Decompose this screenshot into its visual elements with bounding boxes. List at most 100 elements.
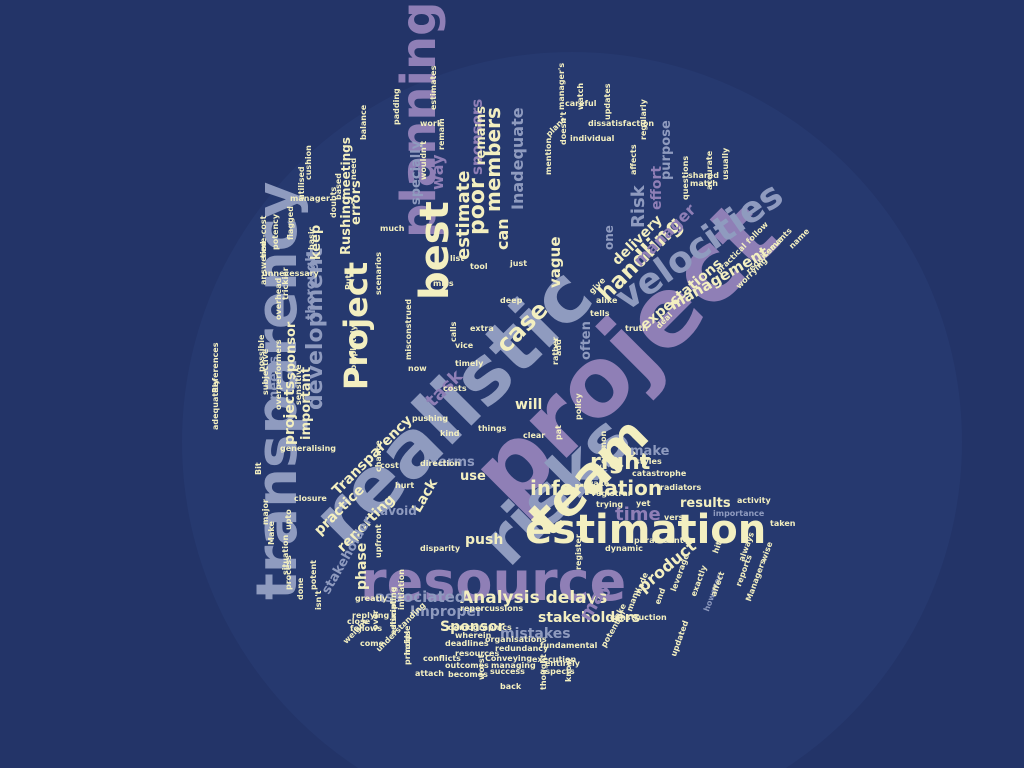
cloud-word: can	[493, 218, 512, 250]
cloud-word: usually	[721, 147, 730, 180]
cloud-word: mention	[544, 137, 553, 175]
cloud-word: end	[653, 586, 668, 606]
cloud-word: misconstrued	[404, 298, 413, 360]
cloud-word: way	[428, 154, 447, 190]
cloud-word: follows	[350, 624, 383, 633]
cloud-word: kind	[440, 429, 460, 438]
cloud-word: subjective	[261, 348, 270, 395]
cloud-word: pushing	[412, 414, 449, 423]
cloud-word: Improper	[410, 604, 483, 620]
cloud-word: registrar	[592, 489, 632, 498]
cloud-word: generalising	[280, 444, 337, 453]
cloud-word: calls	[449, 321, 458, 342]
cloud-word: tells	[590, 309, 610, 318]
cloud-word: attach	[415, 669, 444, 678]
cloud-word: basic	[307, 226, 316, 250]
cloud-word: information	[530, 476, 663, 500]
cloud-word: becomes	[448, 670, 488, 679]
cloud-word: flagged	[286, 206, 295, 240]
cloud-word: timely	[455, 359, 484, 368]
cloud-word: Puts	[344, 269, 353, 290]
cloud-word: deep	[500, 296, 523, 305]
cloud-word: list	[450, 254, 465, 263]
cloud-word: results	[680, 496, 731, 511]
cloud-word: direction	[420, 459, 461, 468]
cloud-word: redundancy	[495, 644, 549, 653]
cloud-word: over	[371, 609, 380, 630]
cloud-word: mistakes	[500, 626, 571, 642]
cloud-word: things	[478, 424, 507, 433]
cloud-word: sensitive	[294, 364, 303, 405]
cloud-word: upto	[284, 509, 293, 530]
cloud-word: chance	[374, 440, 383, 472]
cloud-word: yet	[636, 499, 651, 508]
cloud-word: shared	[688, 171, 719, 180]
cloud-word: work	[420, 119, 443, 128]
cloud-word: close	[347, 617, 371, 626]
cloud-word: wouldn't	[419, 140, 428, 180]
cloud-word: padding	[392, 88, 401, 125]
cloud-word: cost	[380, 461, 399, 470]
cloud-word: cushion	[304, 145, 313, 180]
cloud-word: effort	[649, 165, 665, 210]
cloud-word: exactly	[689, 564, 709, 598]
cloud-word: pat	[554, 425, 563, 440]
cloud-word: estimation	[525, 507, 767, 553]
cloud-word: replying	[352, 611, 390, 620]
cloud-word: completely	[349, 325, 358, 375]
cloud-word: resources	[455, 649, 500, 658]
cloud-word: closure	[294, 494, 327, 503]
cloud-word: will	[515, 397, 543, 413]
cloud-word: upfront	[374, 524, 383, 558]
cloud-word: careful	[565, 99, 597, 108]
cloud-word: phase	[354, 542, 370, 590]
cloud-word: updated	[669, 619, 691, 658]
cloud-word: add	[554, 339, 563, 356]
cloud-word: hurt	[395, 481, 415, 490]
cloud-word: deadlines	[445, 639, 489, 648]
cloud-word: much	[380, 224, 405, 233]
cloud-word: wherein	[455, 631, 492, 640]
cloud-word: paramount	[634, 536, 684, 545]
cloud-word: overperformers	[274, 339, 283, 410]
cloud-word: resource	[360, 550, 627, 613]
cloud-word: vice	[455, 341, 474, 350]
cloud-word: isn't	[314, 590, 323, 610]
cloud-word: potency	[271, 213, 280, 250]
cloud-word: done	[296, 577, 305, 600]
cloud-word: push	[465, 532, 504, 548]
cloud-word: worst	[477, 654, 486, 680]
cloud-word: alike	[596, 296, 618, 305]
cloud-word: Inadequate	[508, 107, 527, 210]
cloud-word: doesn't	[559, 111, 568, 145]
cloud-word: back	[500, 682, 522, 691]
cloud-word: thorough	[304, 252, 319, 320]
cloud-word: radiators	[660, 483, 702, 492]
cloud-word: Conveying	[485, 654, 533, 663]
cloud-word: fundamental	[540, 641, 598, 650]
cloud-word: holds	[403, 630, 412, 655]
cloud-word: execution	[532, 655, 577, 664]
cloud-word: just	[510, 259, 528, 268]
cloud-word: success	[490, 667, 525, 676]
cloud-word: demographics	[448, 623, 512, 632]
cloud-word: styles	[635, 457, 662, 466]
cloud-word: Sponsor	[440, 619, 505, 635]
cloud-word: scenarios	[374, 252, 383, 295]
cloud-word: affect	[709, 570, 727, 598]
cloud-word: clear	[523, 431, 546, 440]
cloud-word: Bit	[254, 462, 263, 475]
cloud-word: time-cost	[259, 215, 268, 258]
cloud-word: individual	[570, 134, 615, 143]
cloud-word: use	[460, 469, 486, 484]
cloud-word: trickier	[281, 267, 290, 300]
cloud-word: avoid	[380, 504, 417, 518]
cloud-word: balance	[359, 104, 368, 140]
cloud-word: make	[630, 444, 670, 459]
cloud-word: updates	[603, 83, 612, 120]
cloud-word: one	[602, 225, 616, 250]
cloud-word: greatly	[355, 594, 388, 603]
cloud-word: terms	[432, 455, 475, 470]
cloud-word: time	[615, 504, 661, 525]
